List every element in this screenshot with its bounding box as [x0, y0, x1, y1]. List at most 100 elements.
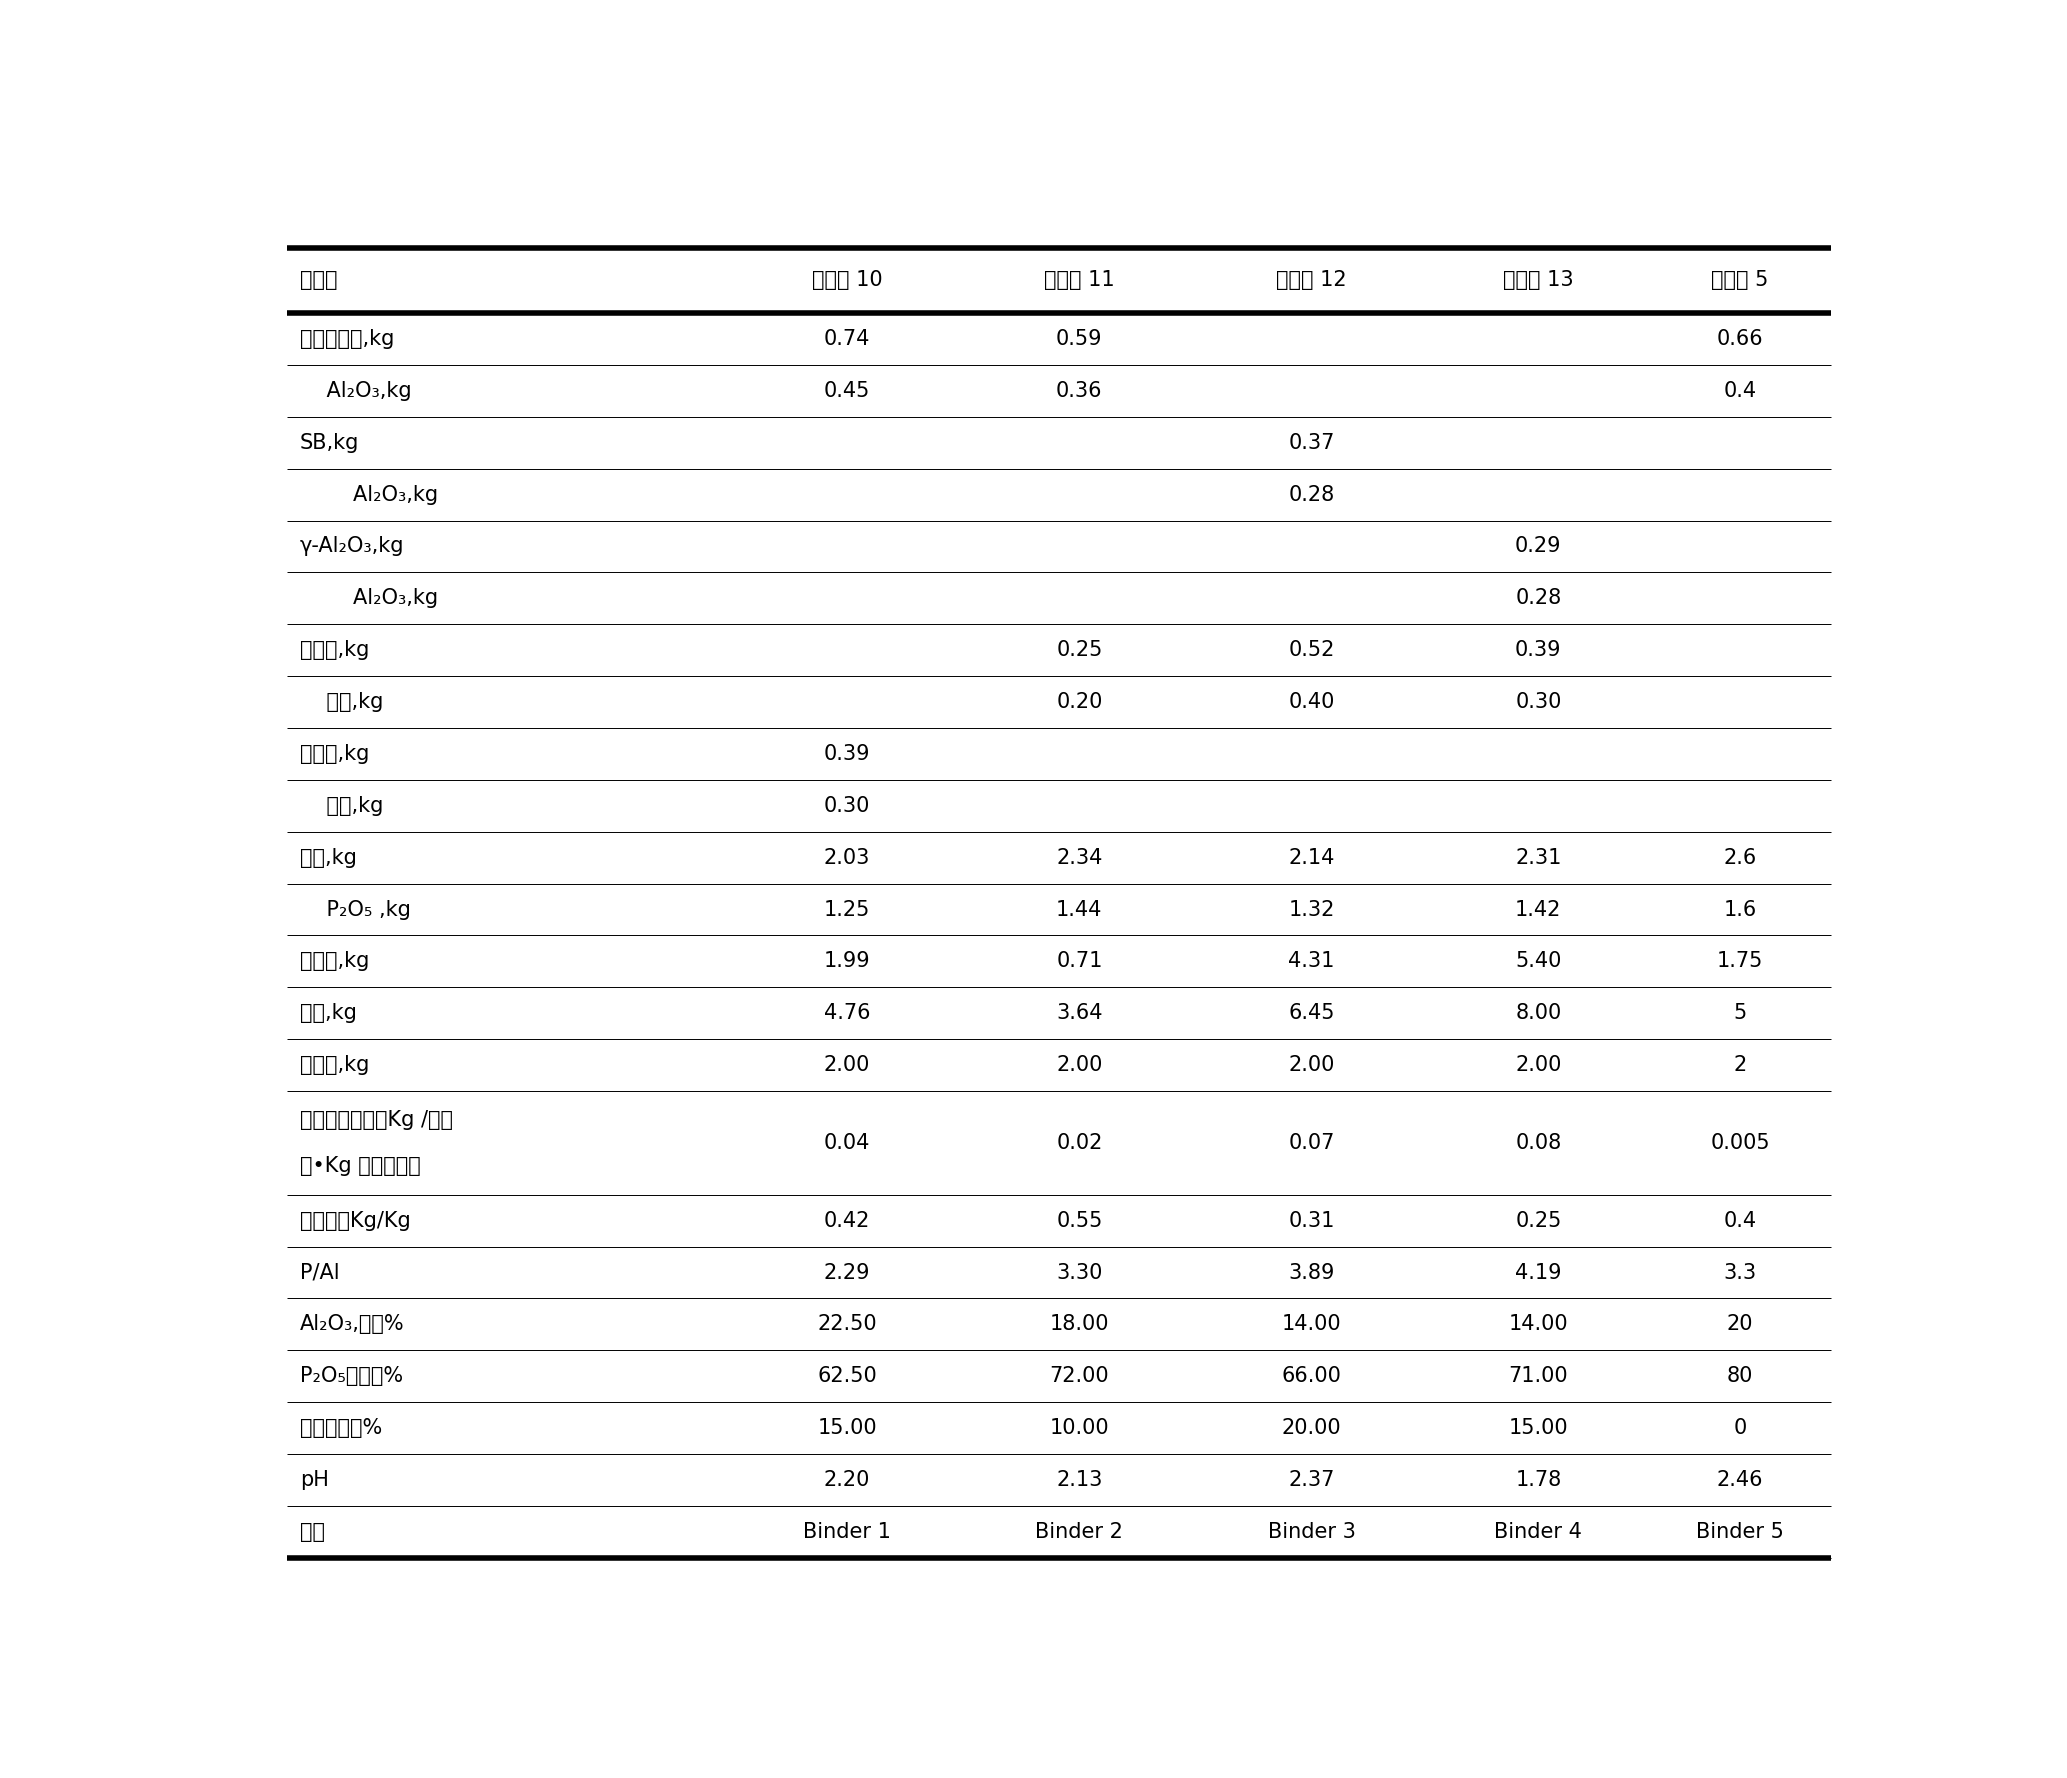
Text: Al₂O₃,kg: Al₂O₃,kg	[300, 380, 411, 400]
Text: 3.3: 3.3	[1724, 1262, 1757, 1282]
Text: 0.66: 0.66	[1718, 329, 1763, 348]
Text: Binder 3: Binder 3	[1267, 1522, 1356, 1542]
Text: P/Al: P/Al	[300, 1262, 339, 1282]
Text: 0.74: 0.74	[825, 329, 870, 348]
Text: 实施例 10: 实施例 10	[812, 270, 883, 290]
Text: 0.45: 0.45	[825, 380, 870, 400]
Text: 磷酸加料速度，Kg /（分: 磷酸加料速度，Kg /（分	[300, 1109, 453, 1131]
Text: 0.31: 0.31	[1288, 1211, 1335, 1230]
Text: 总量,kg: 总量,kg	[300, 1003, 358, 1022]
Text: 1.44: 1.44	[1056, 900, 1102, 919]
Text: 2.00: 2.00	[1515, 1054, 1561, 1076]
Text: 0.55: 0.55	[1056, 1211, 1102, 1230]
Text: 0.30: 0.30	[825, 797, 870, 816]
Text: 0.71: 0.71	[1056, 951, 1102, 971]
Text: 实施例 12: 实施例 12	[1275, 270, 1348, 290]
Text: 18.00: 18.00	[1050, 1314, 1110, 1335]
Text: pH: pH	[300, 1470, 329, 1490]
Text: 0.4: 0.4	[1724, 1211, 1757, 1230]
Text: 0.39: 0.39	[825, 743, 870, 765]
Text: 2: 2	[1734, 1054, 1747, 1076]
Text: 高岭土,kg: 高岭土,kg	[300, 743, 370, 765]
Text: 钟•Kg 氧化铝源）: 钟•Kg 氧化铝源）	[300, 1156, 422, 1175]
Text: 22.50: 22.50	[816, 1314, 876, 1335]
Text: 14.00: 14.00	[1509, 1314, 1569, 1335]
Text: 粘结剂: 粘结剂	[300, 270, 337, 290]
Text: 2.29: 2.29	[825, 1262, 870, 1282]
Text: 2.14: 2.14	[1288, 848, 1335, 868]
Text: 0.37: 0.37	[1288, 432, 1335, 453]
Text: 3.89: 3.89	[1288, 1262, 1335, 1282]
Text: 66.00: 66.00	[1282, 1366, 1341, 1387]
Text: 实施例 11: 实施例 11	[1044, 270, 1114, 290]
Text: 2.37: 2.37	[1288, 1470, 1335, 1490]
Text: 72.00: 72.00	[1050, 1366, 1110, 1387]
Text: 0.25: 0.25	[1056, 640, 1102, 660]
Text: 0.40: 0.40	[1288, 692, 1335, 711]
Text: 2.20: 2.20	[825, 1470, 870, 1490]
Text: 2.03: 2.03	[825, 848, 870, 868]
Text: 3.30: 3.30	[1056, 1262, 1102, 1282]
Text: 80: 80	[1726, 1366, 1753, 1387]
Text: 总干基,kg: 总干基,kg	[300, 1054, 370, 1076]
Text: 14.00: 14.00	[1282, 1314, 1341, 1335]
Text: Binder 2: Binder 2	[1036, 1522, 1122, 1542]
Text: 固含量，Kg/Kg: 固含量，Kg/Kg	[300, 1211, 411, 1230]
Text: 2.6: 2.6	[1724, 848, 1757, 868]
Text: 62.50: 62.50	[816, 1366, 876, 1387]
Text: 10.00: 10.00	[1050, 1419, 1110, 1438]
Text: Binder 1: Binder 1	[804, 1522, 891, 1542]
Text: 1.6: 1.6	[1724, 900, 1757, 919]
Text: 6.45: 6.45	[1288, 1003, 1335, 1022]
Text: 累脱土,kg: 累脱土,kg	[300, 640, 370, 660]
Text: 2.34: 2.34	[1056, 848, 1102, 868]
Text: 0.28: 0.28	[1288, 485, 1335, 505]
Text: 磷酸,kg: 磷酸,kg	[300, 848, 358, 868]
Text: 20.00: 20.00	[1282, 1419, 1341, 1438]
Text: 0.02: 0.02	[1056, 1133, 1102, 1152]
Text: 0.25: 0.25	[1515, 1211, 1561, 1230]
Text: 实施例 13: 实施例 13	[1503, 270, 1573, 290]
Text: 0.07: 0.07	[1288, 1133, 1335, 1152]
Text: 0.08: 0.08	[1515, 1133, 1561, 1152]
Text: 0.42: 0.42	[825, 1211, 870, 1230]
Text: 15.00: 15.00	[816, 1419, 876, 1438]
Text: γ-Al₂O₃,kg: γ-Al₂O₃,kg	[300, 537, 405, 557]
Text: 0.30: 0.30	[1515, 692, 1561, 711]
Text: 2.00: 2.00	[1056, 1054, 1102, 1076]
Text: 4.31: 4.31	[1288, 951, 1335, 971]
Text: 0.36: 0.36	[1056, 380, 1102, 400]
Text: 20: 20	[1726, 1314, 1753, 1335]
Text: Binder 5: Binder 5	[1697, 1522, 1784, 1542]
Text: 粘土，重量%: 粘土，重量%	[300, 1419, 382, 1438]
Text: P₂O₅，重量%: P₂O₅，重量%	[300, 1366, 403, 1387]
Text: 3.64: 3.64	[1056, 1003, 1102, 1022]
Text: 0.20: 0.20	[1056, 692, 1102, 711]
Text: 2.31: 2.31	[1515, 848, 1561, 868]
Text: 0.4: 0.4	[1724, 380, 1757, 400]
Text: 1.75: 1.75	[1718, 951, 1763, 971]
Text: 2.46: 2.46	[1718, 1470, 1763, 1490]
Text: Al₂O₃,kg: Al₂O₃,kg	[300, 485, 438, 505]
Text: 对比例 5: 对比例 5	[1711, 270, 1769, 290]
Text: 1.25: 1.25	[825, 900, 870, 919]
Text: 2.00: 2.00	[825, 1054, 870, 1076]
Text: 编号: 编号	[300, 1522, 325, 1542]
Text: 5: 5	[1734, 1003, 1747, 1022]
Text: 0.28: 0.28	[1515, 589, 1561, 608]
Text: 0.52: 0.52	[1288, 640, 1335, 660]
Text: 干基,kg: 干基,kg	[300, 797, 382, 816]
Text: 71.00: 71.00	[1509, 1366, 1569, 1387]
Text: 2.00: 2.00	[1288, 1054, 1335, 1076]
Text: 8.00: 8.00	[1515, 1003, 1561, 1022]
Text: 0.59: 0.59	[1056, 329, 1102, 348]
Text: 1.32: 1.32	[1288, 900, 1335, 919]
Text: 0.04: 0.04	[825, 1133, 870, 1152]
Text: P₂O₅ ,kg: P₂O₅ ,kg	[300, 900, 411, 919]
Text: 0.005: 0.005	[1709, 1133, 1769, 1152]
Text: 5.40: 5.40	[1515, 951, 1561, 971]
Text: 0.39: 0.39	[1515, 640, 1561, 660]
Text: Al₂O₃,kg: Al₂O₃,kg	[300, 589, 438, 608]
Text: 0: 0	[1734, 1419, 1747, 1438]
Text: 干基,kg: 干基,kg	[300, 692, 382, 711]
